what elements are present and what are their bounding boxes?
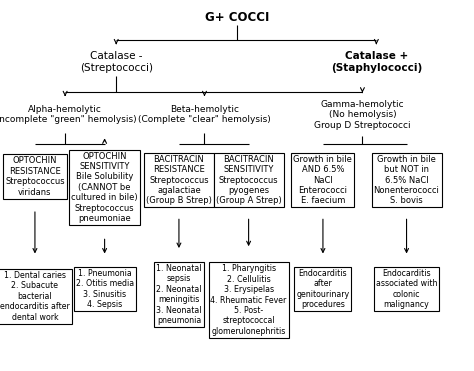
Text: Catalase -
(Streptococci): Catalase - (Streptococci) — [80, 51, 153, 73]
Text: OPTOCHIN
SENSITIVITY
Bile Solubility
(CANNOT be
cultured in bile)
Streptococcus
: OPTOCHIN SENSITIVITY Bile Solubility (CA… — [71, 152, 138, 223]
Text: 1. Pneumonia
2. Otitis media
3. Sinusitis
4. Sepsis: 1. Pneumonia 2. Otitis media 3. Sinusiti… — [75, 269, 134, 309]
Text: Gamma-hemolytic
(No hemolysis)
Group D Streptococci: Gamma-hemolytic (No hemolysis) Group D S… — [314, 100, 411, 129]
Text: Growth in bile
but NOT in
6.5% NaCl
Nonenterococci
S. bovis: Growth in bile but NOT in 6.5% NaCl None… — [374, 155, 439, 205]
Text: Catalase +
(Staphylococci): Catalase + (Staphylococci) — [331, 51, 422, 73]
Text: 1. Pharyngitis
2. Cellulitis
3. Erysipelas
4. Rheumatic Fever
5. Post-
streptoco: 1. Pharyngitis 2. Cellulitis 3. Erysipel… — [210, 264, 287, 336]
Text: G+ COCCI: G+ COCCI — [205, 11, 269, 24]
Text: Endocarditis
associated with
colonic
malignancy: Endocarditis associated with colonic mal… — [376, 269, 438, 309]
Text: BACITRACIN
SENSITIVITY
Streptococcus
pyogenes
(Group A Strep): BACITRACIN SENSITIVITY Streptococcus pyo… — [216, 155, 282, 205]
Text: 1. Dental caries
2. Subacute
bacterial
endocarditis after
dental work: 1. Dental caries 2. Subacute bacterial e… — [0, 271, 70, 322]
Text: Alpha-hemolytic
(Incomplete "green" hemolysis): Alpha-hemolytic (Incomplete "green" hemo… — [0, 105, 137, 124]
Text: Beta-hemolytic
(Complete "clear" hemolysis): Beta-hemolytic (Complete "clear" hemolys… — [138, 105, 271, 124]
Text: Endocarditis
after
genitourinary
procedures: Endocarditis after genitourinary procedu… — [296, 269, 349, 309]
Text: BACITRACIN
RESISTANCE
Streptococcus
agalactiae
(Group B Strep): BACITRACIN RESISTANCE Streptococcus agal… — [146, 155, 212, 205]
Text: Growth in bile
AND 6.5%
NaCl
Enterococci
E. faecium: Growth in bile AND 6.5% NaCl Enterococci… — [293, 155, 352, 205]
Text: OPTOCHIN
RESISTANCE
Streptococcus
viridans: OPTOCHIN RESISTANCE Streptococcus virida… — [5, 156, 65, 197]
Text: 1. Neonatal
sepsis
2. Neonatal
meningitis
3. Neonatal
pneumonia: 1. Neonatal sepsis 2. Neonatal meningiti… — [156, 264, 201, 325]
